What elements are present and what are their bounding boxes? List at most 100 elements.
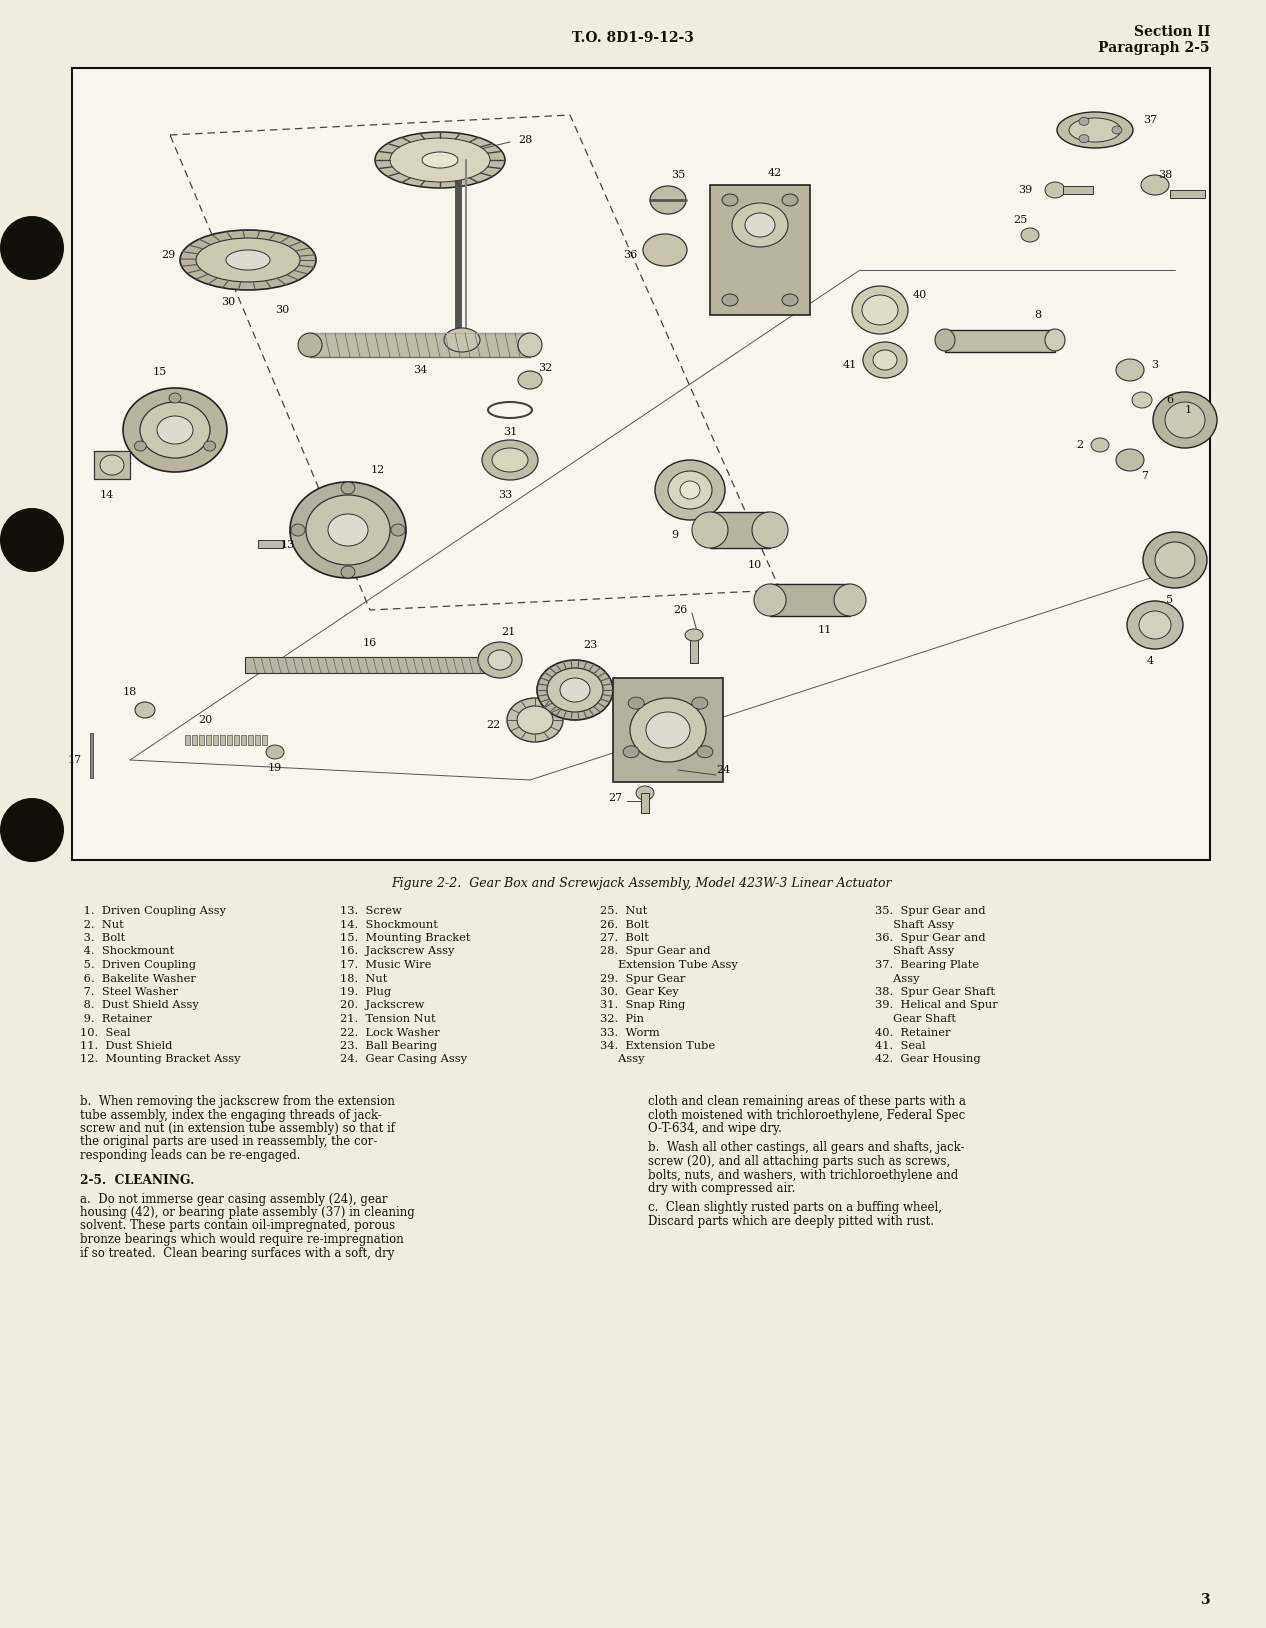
Ellipse shape — [135, 702, 154, 718]
Text: 36.  Spur Gear and: 36. Spur Gear and — [875, 933, 985, 943]
Text: 28.  Spur Gear and: 28. Spur Gear and — [600, 946, 710, 957]
Ellipse shape — [1153, 392, 1217, 448]
Circle shape — [0, 217, 65, 280]
Ellipse shape — [722, 295, 738, 306]
Bar — [72, 68, 1210, 860]
Ellipse shape — [691, 697, 708, 710]
Text: 34: 34 — [413, 365, 427, 374]
Text: 5: 5 — [1166, 594, 1174, 606]
Text: 29.  Spur Gear: 29. Spur Gear — [600, 974, 685, 983]
Text: 4.  Shockmount: 4. Shockmount — [80, 946, 175, 957]
Ellipse shape — [1044, 182, 1065, 199]
Bar — [944, 330, 1055, 352]
Text: housing (42), or bearing plate assembly (37) in cleaning: housing (42), or bearing plate assembly … — [80, 1206, 415, 1219]
Ellipse shape — [852, 287, 908, 334]
Ellipse shape — [518, 334, 542, 357]
Ellipse shape — [1057, 112, 1133, 148]
Text: tube assembly, index the engaging threads of jack-: tube assembly, index the engaging thread… — [80, 1109, 382, 1122]
Text: Section II: Section II — [1133, 24, 1210, 39]
Text: 7.  Steel Washer: 7. Steel Washer — [80, 987, 179, 996]
Text: 11.  Dust Shield: 11. Dust Shield — [80, 1040, 172, 1052]
Bar — [613, 677, 723, 781]
Text: 12: 12 — [371, 466, 385, 475]
Text: 30: 30 — [220, 296, 235, 308]
Bar — [199, 734, 204, 746]
Text: the original parts are used in reassembly, the cor-: the original parts are used in reassembl… — [80, 1135, 377, 1148]
Text: 3.  Bolt: 3. Bolt — [80, 933, 125, 943]
Ellipse shape — [306, 495, 390, 565]
Text: 35: 35 — [671, 169, 685, 181]
Ellipse shape — [668, 470, 711, 510]
Ellipse shape — [391, 524, 405, 536]
Text: 20: 20 — [197, 715, 213, 724]
Text: 2.  Nut: 2. Nut — [80, 920, 124, 930]
Text: 6: 6 — [1166, 396, 1174, 405]
Ellipse shape — [290, 482, 406, 578]
Text: 25: 25 — [1013, 215, 1027, 225]
Ellipse shape — [266, 746, 284, 759]
Ellipse shape — [862, 295, 898, 326]
Text: 5.  Driven Coupling: 5. Driven Coupling — [80, 961, 196, 970]
Ellipse shape — [375, 132, 505, 187]
Text: solvent. These parts contain oil-impregnated, porous: solvent. These parts contain oil-impregn… — [80, 1219, 395, 1232]
Text: 40: 40 — [913, 290, 927, 300]
Text: 26.  Bolt: 26. Bolt — [600, 920, 649, 930]
Ellipse shape — [517, 707, 553, 734]
Bar — [213, 734, 218, 746]
Ellipse shape — [291, 524, 305, 536]
Text: 15: 15 — [153, 366, 167, 378]
Text: 33: 33 — [498, 490, 513, 500]
Text: 10.  Seal: 10. Seal — [80, 1027, 130, 1037]
Text: 1: 1 — [1185, 405, 1191, 415]
Text: 31: 31 — [503, 427, 517, 436]
Ellipse shape — [1117, 360, 1144, 381]
Bar — [248, 734, 253, 746]
Ellipse shape — [649, 186, 686, 213]
Ellipse shape — [936, 329, 955, 352]
Text: 20.  Jackscrew: 20. Jackscrew — [341, 1001, 424, 1011]
Ellipse shape — [134, 441, 147, 451]
Text: 30: 30 — [275, 304, 289, 314]
Text: Shaft Assy: Shaft Assy — [875, 920, 955, 930]
Ellipse shape — [168, 392, 181, 404]
Bar — [241, 734, 246, 746]
Text: 13.  Screw: 13. Screw — [341, 907, 401, 917]
Text: cloth and clean remaining areas of these parts with a: cloth and clean remaining areas of these… — [648, 1096, 966, 1109]
Text: Shaft Assy: Shaft Assy — [875, 946, 955, 957]
Ellipse shape — [390, 138, 490, 182]
Ellipse shape — [100, 454, 124, 475]
Ellipse shape — [492, 448, 528, 472]
Text: 9.  Retainer: 9. Retainer — [80, 1014, 152, 1024]
Text: 2: 2 — [1076, 440, 1084, 449]
Ellipse shape — [680, 480, 700, 500]
Text: 19.  Plug: 19. Plug — [341, 987, 391, 996]
Bar — [206, 734, 211, 746]
Ellipse shape — [547, 667, 603, 711]
Ellipse shape — [482, 440, 538, 480]
Text: 16.  Jackscrew Assy: 16. Jackscrew Assy — [341, 946, 454, 957]
Text: 30.  Gear Key: 30. Gear Key — [600, 987, 679, 996]
Ellipse shape — [1141, 174, 1169, 195]
Ellipse shape — [506, 698, 563, 742]
Ellipse shape — [123, 387, 227, 472]
Ellipse shape — [834, 584, 866, 615]
Text: 22.  Lock Washer: 22. Lock Washer — [341, 1027, 439, 1037]
Bar — [770, 584, 849, 615]
Ellipse shape — [1155, 542, 1195, 578]
Text: 22: 22 — [486, 720, 500, 729]
Text: 24.  Gear Casing Assy: 24. Gear Casing Assy — [341, 1055, 467, 1065]
Ellipse shape — [1139, 610, 1171, 640]
Ellipse shape — [444, 327, 480, 352]
Ellipse shape — [722, 194, 738, 207]
Bar — [254, 734, 260, 746]
Ellipse shape — [643, 234, 687, 265]
Text: 27: 27 — [608, 793, 622, 803]
Text: responding leads can be re-engaged.: responding leads can be re-engaged. — [80, 1149, 300, 1162]
Text: 34.  Extension Tube: 34. Extension Tube — [600, 1040, 715, 1052]
Bar — [1063, 186, 1093, 194]
Text: 23: 23 — [582, 640, 598, 650]
Ellipse shape — [696, 746, 713, 757]
Ellipse shape — [487, 650, 511, 671]
Text: 14.  Shockmount: 14. Shockmount — [341, 920, 438, 930]
Text: O-T-634, and wipe dry.: O-T-634, and wipe dry. — [648, 1122, 782, 1135]
